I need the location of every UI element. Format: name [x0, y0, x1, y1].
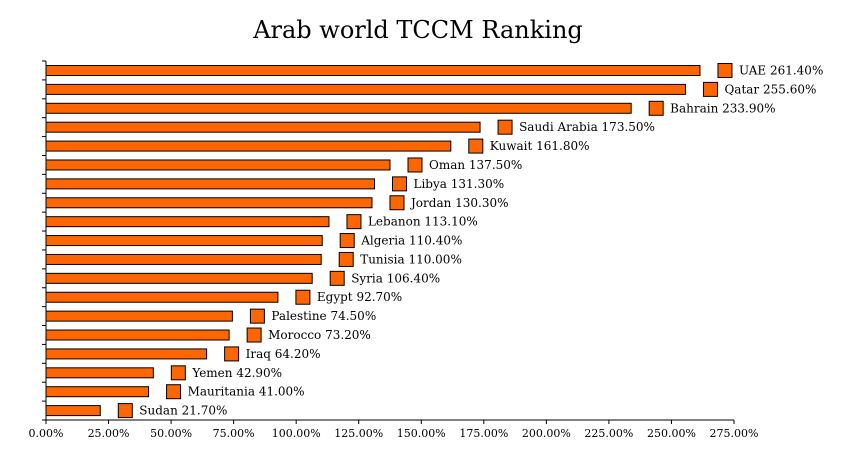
x-tick-label: 150.00% — [397, 427, 446, 440]
data-label-marker — [117, 403, 133, 419]
bar — [45, 102, 632, 114]
data-label-marker — [391, 176, 407, 192]
bar — [45, 178, 375, 190]
x-tick-label: 100.00% — [272, 427, 321, 440]
data-label-marker — [468, 138, 484, 154]
bar — [45, 291, 279, 303]
data-label: Algeria 110.40% — [360, 234, 462, 248]
data-label-marker — [339, 233, 355, 249]
data-label: Iraq 64.20% — [246, 347, 321, 361]
data-label-marker — [224, 346, 240, 362]
data-label-marker — [702, 81, 718, 97]
data-label-marker — [389, 195, 405, 211]
data-label-marker — [295, 289, 311, 305]
data-label-marker — [170, 365, 186, 381]
data-label: Egypt 92.70% — [317, 290, 402, 304]
x-tick-label: 125.00% — [334, 427, 383, 440]
x-tick-label: 175.00% — [459, 427, 508, 440]
data-label: Morocco 73.20% — [268, 328, 371, 342]
data-label: Kuwait 161.80% — [490, 139, 590, 153]
bar — [45, 310, 233, 322]
data-label-marker — [497, 119, 513, 135]
chart-title: Arab world TCCM Ranking — [252, 16, 583, 44]
bar — [45, 65, 701, 76]
data-label: Saudi Arabia 173.50% — [519, 120, 655, 134]
data-label: Tunisia 110.00% — [360, 252, 462, 266]
data-label: Oman 137.50% — [429, 158, 522, 172]
bar — [45, 348, 208, 360]
x-tick-label: 275.00% — [710, 427, 759, 440]
data-label: Mauritania 41.00% — [188, 385, 305, 399]
data-label-marker — [338, 251, 354, 267]
x-tick-label: 200.00% — [522, 427, 571, 440]
data-label: Palestine 74.50% — [271, 309, 376, 323]
bar — [45, 216, 330, 228]
bar — [45, 367, 154, 379]
bar — [45, 83, 686, 95]
bar — [45, 159, 391, 171]
x-tick-label: 225.00% — [584, 427, 633, 440]
bar — [45, 140, 452, 152]
data-label: Syria 106.40% — [351, 271, 440, 285]
data-label: Sudan 21.70% — [139, 404, 227, 418]
data-label-marker — [249, 308, 265, 324]
bar — [45, 405, 101, 417]
data-label-marker — [346, 214, 362, 230]
bar — [45, 272, 313, 284]
data-label: Qatar 255.60% — [724, 82, 816, 96]
data-label: Yemen 42.90% — [191, 366, 282, 380]
bar — [45, 253, 322, 265]
x-tick-label: 75.00% — [213, 427, 255, 440]
bar — [45, 329, 230, 341]
bar — [45, 121, 481, 133]
x-tick-label: 0.00% — [29, 427, 64, 440]
data-label-marker — [717, 63, 733, 78]
data-label: Lebanon 113.10% — [368, 215, 478, 229]
data-label-marker — [166, 384, 182, 400]
data-label: UAE 261.40% — [739, 64, 823, 78]
bar — [45, 386, 150, 398]
data-label-marker — [246, 327, 262, 343]
data-label: Libya 131.30% — [413, 177, 504, 191]
data-label-marker — [329, 270, 345, 286]
x-tick-label: 50.00% — [150, 427, 192, 440]
x-tick-label: 25.00% — [88, 427, 130, 440]
data-label: Bahrain 233.90% — [670, 101, 775, 115]
data-label-marker — [648, 100, 664, 116]
x-tick-label: 250.00% — [647, 427, 696, 440]
bar — [45, 235, 323, 247]
data-label-marker — [407, 157, 423, 173]
bar — [45, 197, 373, 209]
data-label: Jordan 130.30% — [409, 196, 509, 210]
